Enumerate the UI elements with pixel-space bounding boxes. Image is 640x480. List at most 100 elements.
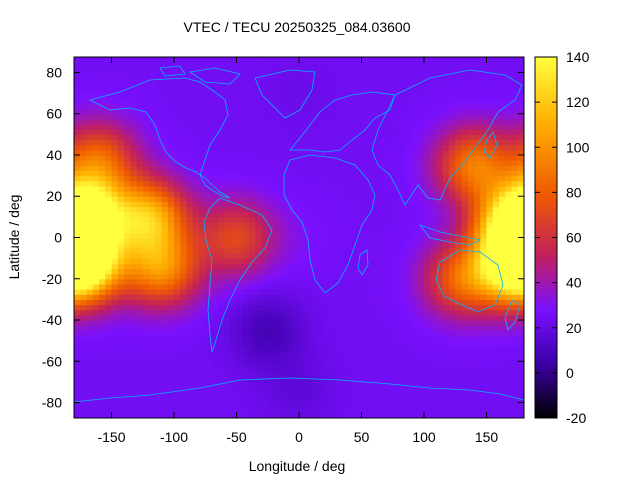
heatmap-cell [274,407,281,414]
heatmap-cell [411,118,419,125]
heatmap-cell [267,273,275,280]
heatmap-cell [86,57,94,63]
heatmap-cell [242,67,250,74]
heatmap-cell [261,320,269,326]
heatmap-cell [242,299,250,306]
heatmap-cell [442,57,450,63]
heatmap-cell [299,325,306,331]
heatmap-cell [442,387,450,393]
heatmap-cell [392,227,400,233]
heatmap-cell [486,366,494,373]
heatmap-cell [224,340,231,347]
heatmap-cell [242,325,250,331]
heatmap-cell [467,108,475,115]
heatmap-cell [236,62,244,68]
heatmap-cell [130,294,138,300]
heatmap-cell [436,165,444,172]
heatmap-cell [392,108,400,115]
heatmap-cell [511,278,519,285]
heatmap-cell [161,201,169,208]
heatmap-cell [205,118,213,125]
heatmap-cell [342,320,350,326]
heatmap-cell [74,263,81,270]
heatmap-cell [317,72,325,79]
heatmap-cell [399,283,406,290]
heatmap-cell [174,62,181,68]
heatmap-cell [355,185,363,192]
heatmap-cell [136,124,144,130]
heatmap-cell [355,273,363,280]
heatmap-cell [361,87,369,94]
heatmap-cell [467,124,475,130]
heatmap-cell [461,304,469,311]
heatmap-cell [261,175,269,182]
heatmap-cell [511,340,519,347]
heatmap-cell [286,273,294,280]
heatmap-cell [455,304,463,311]
heatmap-cell [217,93,225,99]
heatmap-cell [311,118,319,125]
heatmap-cell [199,320,206,326]
heatmap-cell [86,134,94,141]
heatmap-cell [230,350,238,357]
heatmap-cell [167,397,175,404]
heatmap-cell [367,283,375,290]
heatmap-cell [305,139,313,146]
heatmap-cell [455,356,463,362]
heatmap-cell [311,72,319,79]
heatmap-cell [74,258,81,264]
heatmap-cell [461,57,469,63]
heatmap-cell [167,227,175,233]
heatmap-cell [374,392,381,398]
heatmap-cell [486,211,494,218]
heatmap-cell [80,366,88,373]
heatmap-cell [399,330,406,337]
heatmap-cell [455,314,463,321]
heatmap-cell [286,227,294,233]
heatmap-cell [449,77,456,84]
heatmap-cell [174,402,181,409]
heatmap-cell [211,330,219,337]
heatmap-cell [499,371,506,378]
heatmap-cell [167,320,175,326]
heatmap-cell [86,87,94,94]
heatmap-cell [130,124,138,130]
heatmap-cell [305,350,313,357]
heatmap-cell [117,175,125,182]
heatmap-cell [336,175,344,182]
heatmap-cell [367,258,375,264]
heatmap-cell [461,222,469,228]
heatmap-cell [380,175,388,182]
heatmap-cell [80,211,88,218]
heatmap-cell [392,206,400,213]
heatmap-cell [424,283,431,290]
heatmap-cell [417,77,425,84]
heatmap-cell [80,87,88,94]
heatmap-cell [217,366,225,373]
heatmap-cell [492,170,500,177]
heatmap-cell [342,299,350,306]
heatmap-cell [511,113,519,120]
heatmap-cell [442,165,450,172]
heatmap-cell [386,252,394,259]
heatmap-cell [205,263,213,270]
heatmap-cell [411,201,419,208]
heatmap-cell [192,175,200,182]
heatmap-cell [349,412,356,418]
heatmap-cell [130,67,138,74]
heatmap-cell [436,345,444,352]
heatmap-cell [480,387,488,393]
heatmap-cell [405,258,413,264]
heatmap-cell [186,149,194,156]
heatmap-cell [186,371,194,378]
heatmap-cell [342,345,350,352]
heatmap-cell [261,57,269,63]
heatmap-cell [311,98,319,105]
heatmap-cell [467,87,475,94]
heatmap-cell [286,108,294,115]
heatmap-cell [255,361,263,368]
heatmap-cell [455,82,463,89]
heatmap-cell [355,170,363,177]
heatmap-cell [342,325,350,331]
heatmap-cell [349,309,356,316]
